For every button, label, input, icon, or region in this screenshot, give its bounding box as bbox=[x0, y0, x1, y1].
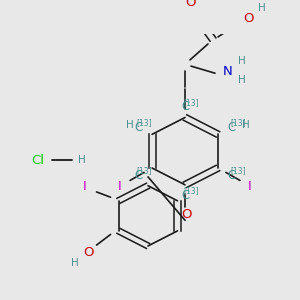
Text: H: H bbox=[126, 121, 134, 130]
Text: I: I bbox=[248, 180, 252, 193]
Text: [13]: [13] bbox=[230, 166, 246, 175]
Text: Cl: Cl bbox=[32, 154, 44, 166]
Text: O: O bbox=[186, 0, 196, 9]
Text: I: I bbox=[118, 180, 122, 193]
Text: [13]: [13] bbox=[136, 118, 152, 127]
Text: C: C bbox=[134, 121, 142, 134]
Text: C: C bbox=[134, 169, 142, 182]
Text: H: H bbox=[238, 75, 246, 85]
Text: O: O bbox=[181, 208, 191, 221]
Text: H: H bbox=[78, 155, 86, 165]
Text: [13]: [13] bbox=[136, 166, 152, 175]
Text: C: C bbox=[228, 121, 236, 134]
Text: H: H bbox=[258, 3, 266, 13]
Text: O: O bbox=[83, 246, 94, 259]
Text: C: C bbox=[228, 169, 236, 182]
Text: H: H bbox=[238, 56, 246, 66]
Text: H: H bbox=[71, 258, 78, 268]
Text: [13]: [13] bbox=[183, 187, 199, 196]
Text: H: H bbox=[242, 121, 250, 130]
Text: [13]: [13] bbox=[183, 98, 199, 107]
Text: C: C bbox=[181, 100, 189, 113]
Text: O: O bbox=[244, 12, 254, 25]
Text: C: C bbox=[181, 189, 189, 202]
Text: N: N bbox=[223, 65, 233, 78]
Text: I: I bbox=[83, 180, 86, 193]
Text: [13]: [13] bbox=[230, 118, 246, 127]
